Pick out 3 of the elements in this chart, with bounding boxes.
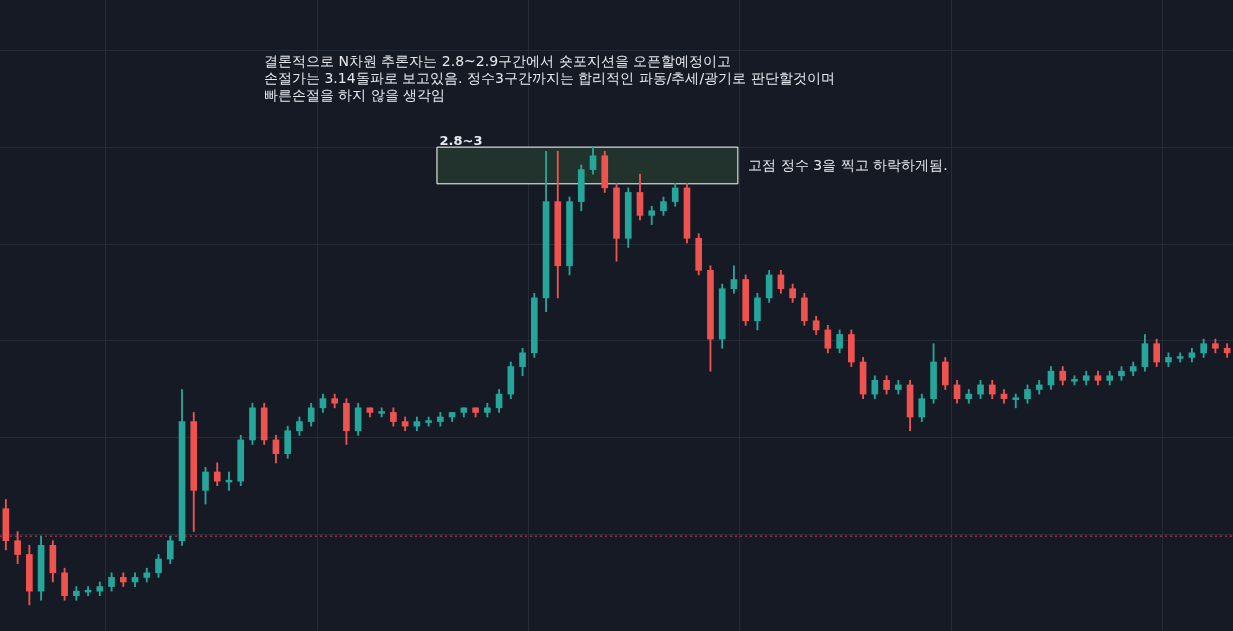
text: 결론적으로 N차원 추론자는 2.8~2.9구간에서 숏포지션을 오픈할예정이고 손절가는 3.14돌파로 보고있음. 정수3구간까지는 합리적인 파동/추세/광기로 판단할것이며 빠른손절을 하지 않을 생각임 bbox=[264, 53, 835, 103]
annotation: 고점 정수 3을 찍고 하락하게됨. bbox=[748, 156, 948, 173]
band-label: 2.8~3 bbox=[439, 132, 483, 148]
